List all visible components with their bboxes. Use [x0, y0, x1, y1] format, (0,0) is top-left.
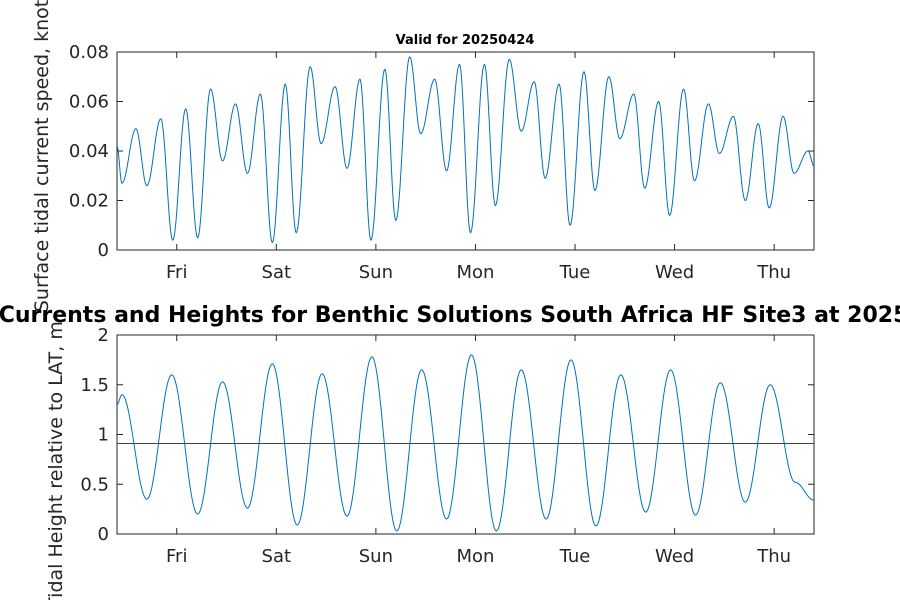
current-speed-chart: 0 0.02 0.04 0.06 0.08 Fri Sat Sun Mon Tue Wed Thu V… — [31, 0, 815, 312]
x-tick-label-tue: Tue — [559, 262, 591, 283]
x-tick-label-thu: Thu — [756, 262, 791, 283]
y-tick-label: 1.5 — [80, 375, 109, 396]
tidal-height-chart: 0 0.5 1 1.5 2 Fri Sat Sun Mon Tue Wed Thu Tidal Hei… — [45, 321, 815, 600]
x-tick-label-fri: Fri — [166, 262, 187, 283]
x-tick-label-wed: Wed — [655, 546, 694, 567]
y-tick-label: 1 — [98, 425, 109, 446]
current-speed-series-line — [116, 56, 815, 244]
y-tick-label: 2 — [98, 325, 109, 346]
x-tick-label-mon: Mon — [456, 262, 494, 283]
tidal-height-ylabel: Tidal Height relative to LAT, m — [45, 321, 67, 600]
figure-title: Tidal Currents and Heights for Benthic S… — [0, 303, 900, 328]
y-tick-label: 0.04 — [69, 141, 109, 162]
y-tick-label: 0 — [98, 240, 109, 261]
x-tick-label-wed: Wed — [655, 262, 694, 283]
current-speed-ylabel: Surface tidal current speed, knots — [31, 0, 53, 312]
x-tick-label-sat: Sat — [262, 262, 292, 283]
y-tick-label: 0.08 — [69, 42, 109, 63]
x-tick-label-sun: Sun — [359, 546, 393, 567]
x-tick-label-thu: Thu — [756, 546, 791, 567]
x-tick-label-fri: Fri — [166, 546, 187, 567]
x-tick-label-tue: Tue — [559, 546, 591, 567]
y-tick-label: 0.5 — [80, 474, 109, 495]
x-tick-label-sat: Sat — [262, 546, 292, 567]
tidal-height-series-line — [116, 354, 815, 532]
y-tick-label: 0.02 — [69, 191, 109, 212]
y-tick-label: 0 — [98, 524, 109, 545]
chart-subtitle: Valid for 20250424 — [396, 33, 535, 48]
y-tick-label: 0.06 — [69, 92, 109, 113]
x-tick-label-sun: Sun — [359, 262, 393, 283]
x-tick-label-mon: Mon — [456, 546, 494, 567]
